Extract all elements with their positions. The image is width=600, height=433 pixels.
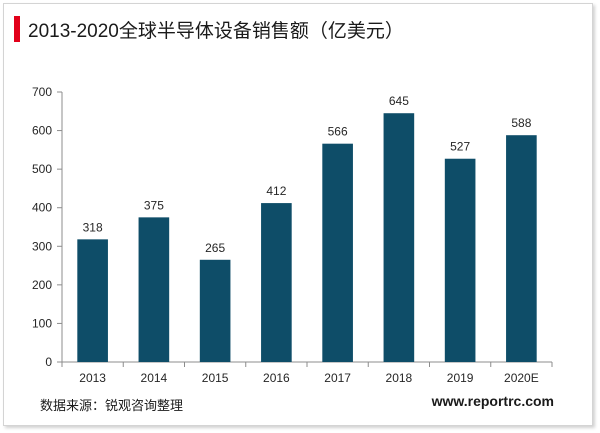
data-label: 265 [205, 241, 225, 255]
x-tick-label: 2015 [202, 371, 229, 385]
data-label: 645 [389, 94, 409, 108]
bar [261, 203, 292, 362]
y-tick-label: 0 [45, 355, 52, 369]
bar [383, 113, 415, 362]
x-tick-label: 2019 [447, 371, 474, 385]
x-tick-label: 2018 [386, 371, 413, 385]
data-labels: 318 375 265 412 566 645 527 588 [83, 94, 532, 255]
data-label: 588 [511, 116, 531, 130]
bar [138, 217, 170, 362]
x-tick-label: 2013 [79, 371, 106, 385]
y-tick-label: 600 [32, 124, 52, 138]
y-axis: 0 100 200 300 400 500 600 700 [32, 85, 63, 369]
bars [77, 113, 537, 362]
x-tick-label: 2014 [141, 371, 168, 385]
x-axis: 2013 2014 2015 2016 2017 2018 2019 2020E [61, 361, 553, 385]
x-tick-label: 2020E [504, 371, 539, 385]
title-bar: 2013-2020全球半导体设备销售额（亿美元） [14, 16, 404, 42]
title-accent-bar [14, 16, 20, 42]
data-source: 数据来源：锐观咨询整理 [40, 398, 184, 413]
x-tick-label: 2017 [324, 371, 351, 385]
y-tick-label: 700 [32, 85, 52, 99]
y-tick-label: 400 [32, 201, 52, 215]
bar [322, 143, 353, 362]
website-link[interactable]: www.reportrc.com [431, 393, 554, 409]
data-label: 375 [144, 198, 164, 212]
chart-title: 2013-2020全球半导体设备销售额（亿美元） [28, 20, 404, 42]
bar [77, 239, 108, 362]
x-tick-label: 2016 [263, 371, 290, 385]
bar [506, 135, 537, 362]
y-tick-label: 500 [32, 162, 52, 176]
bar [444, 158, 476, 362]
data-label: 527 [450, 140, 470, 154]
y-tick-label: 300 [32, 239, 52, 253]
data-label: 318 [83, 220, 103, 234]
y-tick-label: 200 [32, 278, 52, 292]
data-label: 412 [266, 184, 286, 198]
data-label: 566 [328, 125, 348, 139]
bar [199, 259, 231, 362]
y-tick-label: 100 [32, 316, 52, 330]
